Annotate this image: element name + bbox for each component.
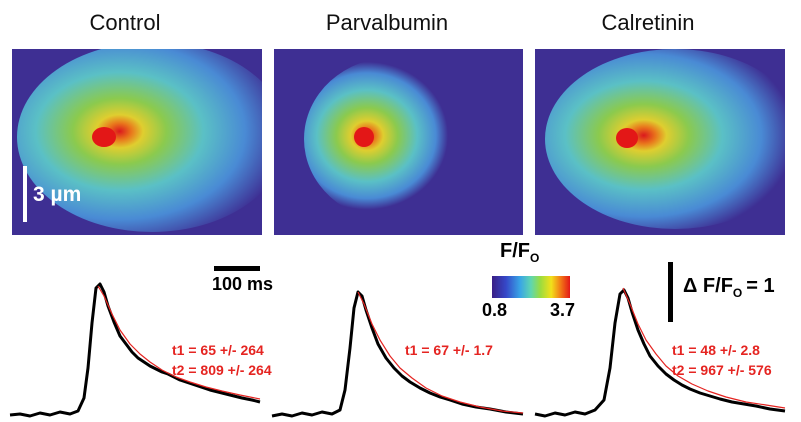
fit-params-parvalbumin: t1 = 67 +/- 1.7 [405, 340, 493, 360]
fit-line: t2 = 967 +/- 576 [672, 362, 772, 378]
fit-params-calretinin: t1 = 48 +/- 2.8 t2 = 967 +/- 576 [672, 340, 772, 380]
time-scale-label: 100 ms [212, 274, 274, 294]
colorbar-min-label: 0.8 [482, 300, 508, 320]
amplitude-scale-label: Δ F/FO = 1 [683, 275, 775, 300]
fit-line: t1 = 48 +/- 2.8 [672, 342, 760, 358]
trace-control [9, 282, 261, 418]
fit-line: t1 = 67 +/- 1.7 [405, 342, 493, 358]
fit-line: t2 = 809 +/- 264 [172, 362, 272, 378]
colorbar-max-label: 3.7 [550, 300, 576, 320]
panel-title-calretinin: Calretinin [601, 10, 695, 35]
spatial-scale-label: 3 µm [33, 183, 82, 206]
fit-params-control: t1 = 65 +/- 264 t2 = 809 +/- 264 [172, 340, 272, 380]
fit-calretinin [622, 287, 786, 409]
trace-calretinin [534, 288, 786, 418]
time-scale-bar [214, 266, 260, 271]
colorbar [492, 276, 570, 298]
amplitude-scale-bar [668, 262, 673, 322]
fit-parvalbumin [357, 291, 524, 414]
heatmap-parvalbumin [274, 49, 523, 235]
fluorescence-traces [9, 282, 786, 418]
fit-line: t1 = 65 +/- 264 [172, 342, 264, 358]
spatial-scale-bar [23, 166, 27, 222]
fit-control [97, 285, 261, 400]
panel-title-control: Control [89, 10, 161, 35]
trace-parvalbumin [271, 290, 524, 418]
panel-title-parvalbumin: Parvalbumin [325, 10, 449, 35]
heatmap-control [12, 49, 262, 235]
heatmap-calretinin [535, 49, 785, 235]
colorbar-title: F/FO [500, 240, 540, 265]
